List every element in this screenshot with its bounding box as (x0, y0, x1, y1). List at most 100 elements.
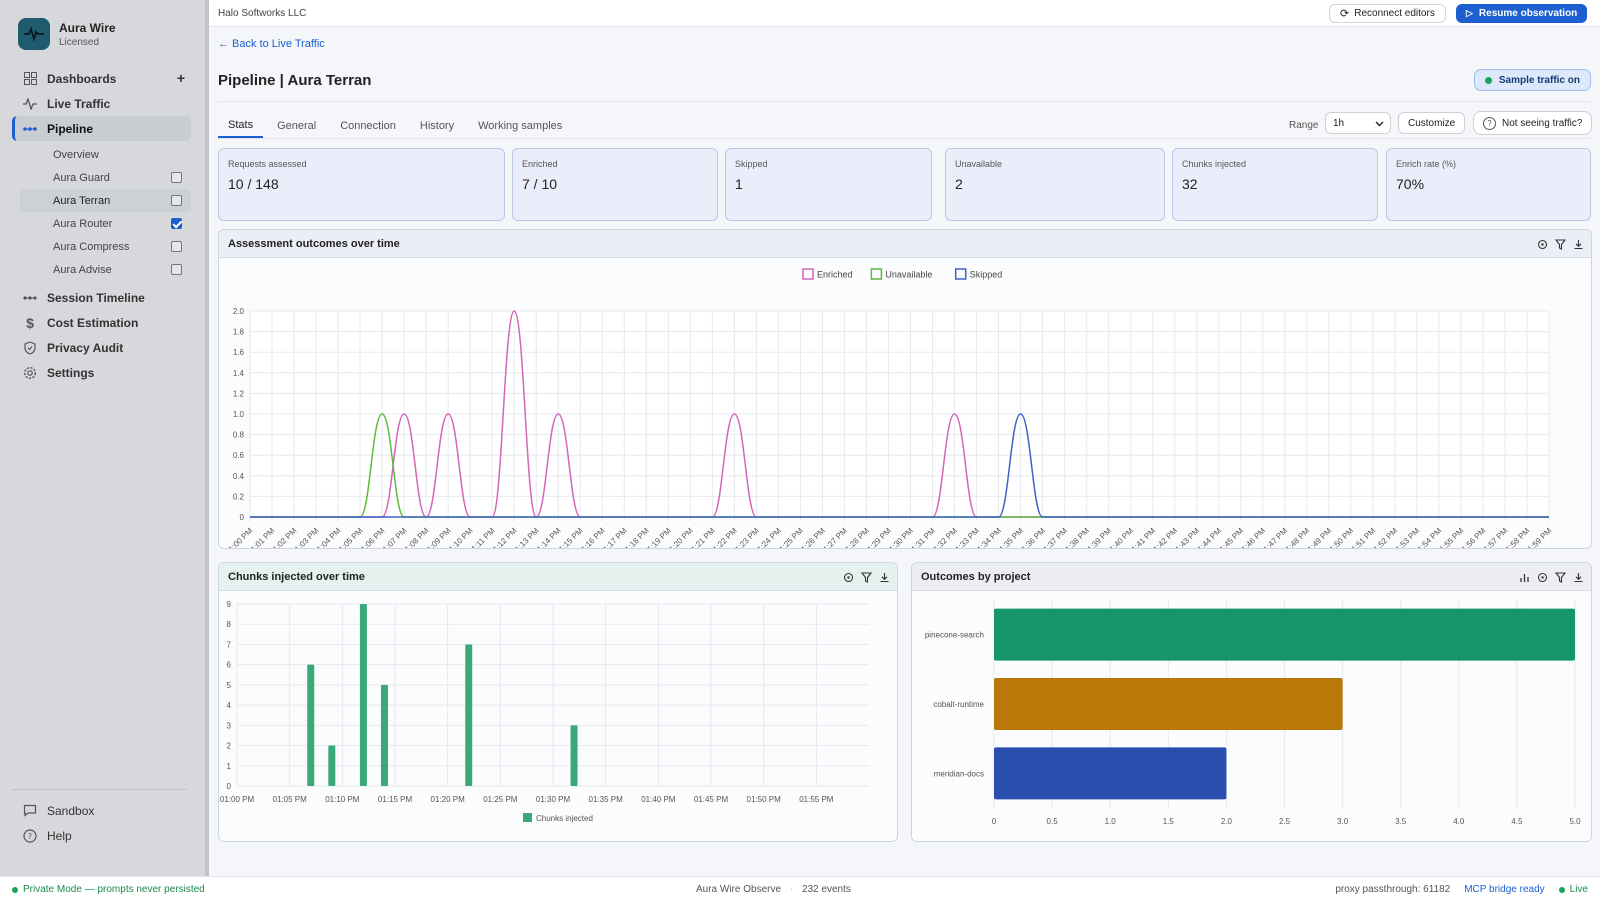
not-seeing-traffic-button[interactable]: ? Not seeing traffic? (1473, 111, 1593, 135)
x-tick-label: 01:35 PM (589, 795, 624, 804)
y-tick-label: 2 (227, 742, 232, 751)
filter-icon[interactable] (1553, 237, 1567, 251)
kpi-label: Unavailable (955, 159, 1003, 169)
tab-working-samples[interactable]: Working samples (478, 119, 563, 132)
x-tick-label: 2.0 (1221, 817, 1233, 826)
nav-label: Help (47, 828, 72, 843)
download-icon[interactable] (1571, 237, 1585, 251)
nav-sandbox[interactable]: Sandbox (12, 798, 187, 823)
legend-label: Enriched (817, 270, 853, 280)
divider (218, 138, 1590, 139)
panel-actions (1531, 237, 1585, 251)
top-bar: Halo Softworks LLC ⟳ Reconnect editors ▷… (209, 0, 1600, 27)
bar (380, 684, 388, 786)
tab-history[interactable]: History (419, 119, 455, 132)
sample-traffic-toggle[interactable]: Sample traffic on (1473, 69, 1591, 91)
nav-label: Settings (47, 365, 95, 380)
y-tick-label: 0.2 (233, 492, 245, 501)
pipeline-icon (22, 121, 38, 137)
y-tick-label: 5 (227, 681, 232, 690)
nav-session-timeline[interactable]: Session Timeline (12, 285, 191, 310)
reconnect-editors-button[interactable]: ⟳ Reconnect editors (1329, 4, 1446, 23)
x-tick-label: 01:00 PM (220, 795, 255, 804)
sidebar: Aura Wire Licensed Dashboards + Live Tra… (0, 0, 209, 876)
download-icon[interactable] (1571, 570, 1585, 584)
aura-advise-checkbox[interactable] (171, 264, 182, 275)
projects-bar-chart: 0 0.5 1.0 1.5 2.0 2.5 3.0 3.5 4.0 4.5 5.0 pinecone-… (925, 600, 1581, 826)
back-link[interactable]: ← Back to Live Traffic (218, 38, 325, 50)
nav-label: Cost Estimation (47, 315, 139, 330)
bar (570, 725, 578, 786)
download-icon[interactable] (877, 570, 891, 584)
range-value: 1h (1333, 117, 1345, 129)
x-tick-label: 01:10 PM (325, 795, 360, 804)
nav-dashboards[interactable]: Dashboards + (12, 66, 191, 91)
y-tick-label: pinecone-search (925, 631, 984, 640)
x-tick-label: 0 (992, 817, 997, 826)
aura-router-checkbox[interactable] (171, 218, 182, 229)
brand[interactable]: Aura Wire Licensed (0, 0, 205, 50)
nav-cost-estimation[interactable]: $ Cost Estimation (12, 310, 191, 335)
y-tick-label: 1.0 (233, 410, 245, 419)
pipeline-aura-compress[interactable]: Aura Compress (20, 235, 191, 258)
proxy-status: proxy passthrough: 61182 (1335, 884, 1451, 895)
reset-icon[interactable] (1535, 570, 1549, 584)
x-tick-label: 01:25 PM (483, 795, 518, 804)
nav-settings[interactable]: Settings (12, 360, 191, 385)
y-tick-label: 1.8 (233, 328, 245, 337)
kpi-label: Chunks injected (1182, 159, 1247, 169)
resume-observation-button[interactable]: ▷ Resume observation (1456, 4, 1588, 23)
nav-live-traffic[interactable]: Live Traffic (12, 91, 191, 116)
page-title: Pipeline | Aura Terran (218, 72, 372, 89)
help-icon: ? (1483, 116, 1496, 130)
sidebar-footer: Sandbox ? Help (12, 789, 187, 848)
aura-guard-checkbox[interactable] (171, 172, 182, 183)
pipeline-aura-advise[interactable]: Aura Advise (20, 258, 191, 281)
status-dot-icon (1484, 76, 1492, 84)
tab-general[interactable]: General (277, 119, 317, 132)
add-dashboard-icon[interactable]: + (176, 70, 185, 86)
filter-icon[interactable] (1553, 570, 1567, 584)
pipeline-aura-guard[interactable]: Aura Guard (20, 166, 191, 189)
nav-help[interactable]: ? Help (12, 823, 187, 848)
kpi-label: Skipped (735, 159, 768, 169)
kpi-enriched: Enriched 7 / 10 (512, 148, 718, 221)
kpi-value: 1 (735, 176, 743, 192)
customize-button[interactable]: Customize (1398, 112, 1466, 134)
pipeline-aura-router[interactable]: Aura Router (20, 212, 191, 235)
aura-compress-checkbox[interactable] (171, 241, 182, 252)
tab-bar: Stats General Connection History Working… (218, 113, 576, 138)
reset-icon[interactable] (841, 570, 855, 584)
nav-pipeline[interactable]: Pipeline (12, 116, 191, 141)
kpi-unavailable: Unavailable 2 (945, 148, 1165, 221)
range-select[interactable]: 1h (1325, 112, 1391, 134)
reset-icon[interactable] (1535, 237, 1549, 251)
filter-icon[interactable] (859, 570, 873, 584)
event-summary: Aura Wire Observe · 232 events (696, 884, 851, 895)
pipeline-overview[interactable]: Overview (20, 143, 191, 166)
aura-terran-checkbox[interactable] (171, 195, 182, 206)
legend-swatch (523, 813, 532, 822)
tab-stats[interactable]: Stats (218, 113, 264, 138)
y-tick-label: 1.2 (233, 389, 245, 398)
y-tick-label: 1 (227, 762, 232, 771)
bar (359, 604, 367, 786)
y-tick-label: 4 (227, 701, 232, 710)
sub-item-label: Aura Guard (53, 171, 110, 184)
bar (994, 747, 1227, 800)
bar-chart-icon[interactable] (1517, 570, 1531, 584)
tab-connection[interactable]: Connection (340, 119, 396, 132)
y-tick-label: 9 (227, 600, 232, 609)
nav-label: Privacy Audit (47, 340, 124, 355)
legend-label: Skipped (970, 270, 1003, 280)
nav-privacy-audit[interactable]: Privacy Audit (12, 335, 191, 360)
sub-item-label: Aura Advise (53, 263, 112, 276)
dollar-icon: $ (26, 314, 34, 331)
kpi-skipped: Skipped 1 (725, 148, 932, 221)
panel-title: Assessment outcomes over time (228, 237, 400, 250)
y-tick-label: cobalt-runtime (933, 700, 984, 709)
pipeline-aura-terran[interactable]: Aura Terran (20, 189, 191, 212)
projects-panel: Outcomes by project 0 0.5 1.0 1.5 2.0 2.5 3.0 3… (911, 562, 1592, 842)
y-tick-label: 2.0 (233, 307, 245, 316)
